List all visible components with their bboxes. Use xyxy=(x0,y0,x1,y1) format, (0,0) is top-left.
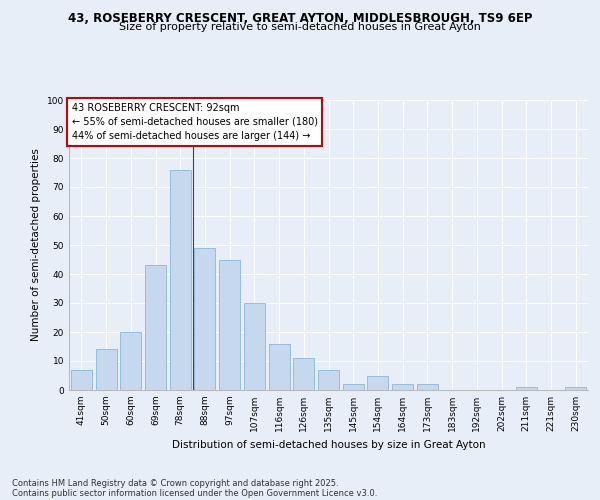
Bar xyxy=(71,370,92,390)
Text: Size of property relative to semi-detached houses in Great Ayton: Size of property relative to semi-detach… xyxy=(119,22,481,32)
Bar xyxy=(170,170,191,390)
Bar xyxy=(145,266,166,390)
Bar xyxy=(392,384,413,390)
Bar xyxy=(293,358,314,390)
Bar xyxy=(269,344,290,390)
Text: Contains HM Land Registry data © Crown copyright and database right 2025.: Contains HM Land Registry data © Crown c… xyxy=(12,478,338,488)
Bar xyxy=(194,248,215,390)
Bar xyxy=(516,387,537,390)
Bar xyxy=(219,260,240,390)
Bar xyxy=(120,332,141,390)
Y-axis label: Number of semi-detached properties: Number of semi-detached properties xyxy=(31,148,41,342)
Text: 43, ROSEBERRY CRESCENT, GREAT AYTON, MIDDLESBROUGH, TS9 6EP: 43, ROSEBERRY CRESCENT, GREAT AYTON, MID… xyxy=(68,12,532,26)
Bar xyxy=(318,370,339,390)
Bar xyxy=(367,376,388,390)
Bar xyxy=(565,387,586,390)
X-axis label: Distribution of semi-detached houses by size in Great Ayton: Distribution of semi-detached houses by … xyxy=(172,440,485,450)
Bar xyxy=(95,350,116,390)
Text: 43 ROSEBERRY CRESCENT: 92sqm
← 55% of semi-detached houses are smaller (180)
44%: 43 ROSEBERRY CRESCENT: 92sqm ← 55% of se… xyxy=(71,103,317,141)
Bar xyxy=(343,384,364,390)
Bar xyxy=(417,384,438,390)
Text: Contains public sector information licensed under the Open Government Licence v3: Contains public sector information licen… xyxy=(12,488,377,498)
Bar xyxy=(244,303,265,390)
